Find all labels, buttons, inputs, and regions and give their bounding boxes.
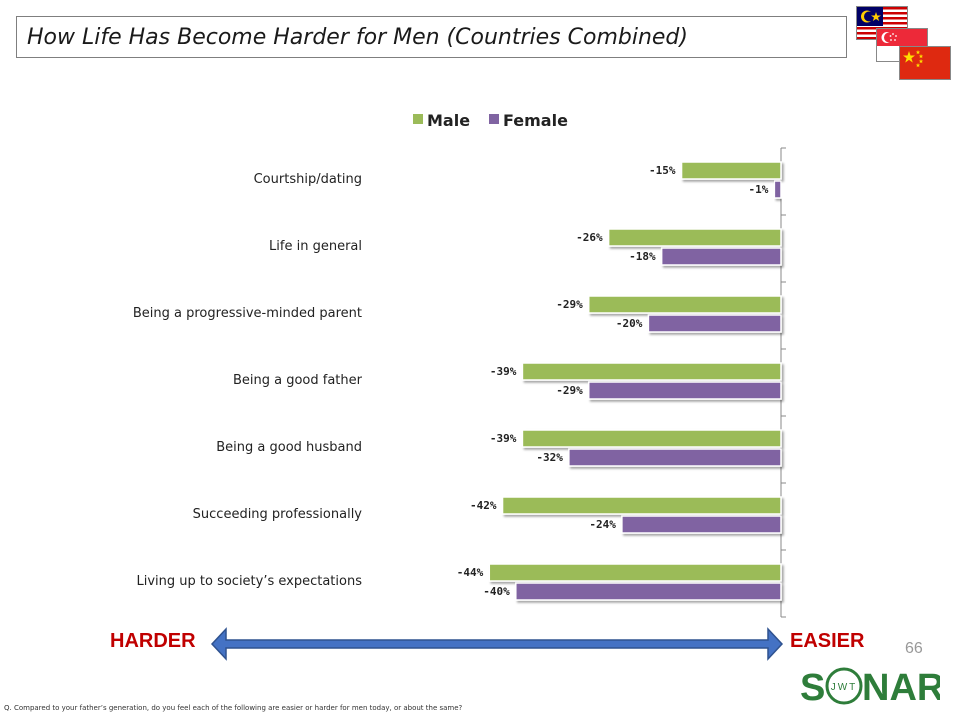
- data-label: -24%: [589, 518, 616, 531]
- data-label: -40%: [483, 585, 510, 598]
- data-label: -44%: [457, 566, 484, 579]
- bar-female: [515, 582, 782, 601]
- data-label: -18%: [629, 250, 656, 263]
- data-label: -29%: [556, 384, 583, 397]
- category-label: Succeeding professionally: [193, 507, 363, 522]
- bar-female: [621, 515, 782, 534]
- data-label: -20%: [616, 317, 643, 330]
- bar-female: [568, 448, 782, 467]
- logo-ring-letters: JWT: [831, 682, 858, 693]
- bar-male: [587, 295, 782, 314]
- easier-label: EASIER: [790, 630, 865, 652]
- data-label: -26%: [576, 231, 603, 244]
- plot-area: Courtship/dating -15% -1% Life in general -2…: [133, 147, 786, 618]
- footnote: Q. Compared to your father’s generation,…: [4, 704, 463, 712]
- harder-label: HARDER: [110, 630, 196, 652]
- bar-male: [607, 228, 782, 247]
- bar-male: [680, 161, 782, 180]
- bar-female: [587, 381, 782, 400]
- category-label: Courtship/dating: [254, 172, 362, 187]
- sonar-logo: S JWT NAR: [800, 667, 940, 708]
- data-label: -1%: [748, 183, 768, 196]
- page-number: 66: [905, 640, 923, 657]
- direction-arrow: [210, 627, 784, 661]
- bar-male: [521, 429, 782, 448]
- category-label: Being a progressive-minded parent: [133, 306, 362, 321]
- legend-label-male: Male: [427, 111, 470, 130]
- legend-swatch-male: [413, 114, 423, 124]
- data-label: -15%: [649, 164, 676, 177]
- category-label: Being a good father: [233, 373, 363, 388]
- china-flag-icon: [899, 46, 951, 80]
- bar-female: [647, 314, 782, 333]
- logo-text-right: NAR: [862, 667, 940, 708]
- page-title: How Life Has Become Harder for Men (Coun…: [27, 24, 688, 50]
- bar-female: [660, 247, 782, 266]
- bar-male: [488, 563, 782, 582]
- data-label: -39%: [490, 432, 517, 445]
- bar-male: [501, 496, 782, 515]
- data-label: -39%: [490, 365, 517, 378]
- category-label: Living up to society’s expectations: [136, 574, 362, 589]
- logo-text-left: S: [800, 667, 825, 708]
- legend-label-female: Female: [503, 111, 568, 130]
- data-label: -42%: [470, 499, 497, 512]
- category-label: Being a good husband: [216, 440, 362, 455]
- data-label: -29%: [556, 298, 583, 311]
- title-box: How Life Has Become Harder for Men (Coun…: [16, 16, 847, 58]
- bar-female: [773, 180, 782, 199]
- data-label: -32%: [536, 451, 563, 464]
- legend-swatch-female: [489, 114, 499, 124]
- bar-male: [521, 362, 782, 381]
- category-label: Life in general: [269, 239, 362, 254]
- chart-legend: Male Female: [413, 111, 568, 130]
- double-arrow-icon: [210, 627, 784, 661]
